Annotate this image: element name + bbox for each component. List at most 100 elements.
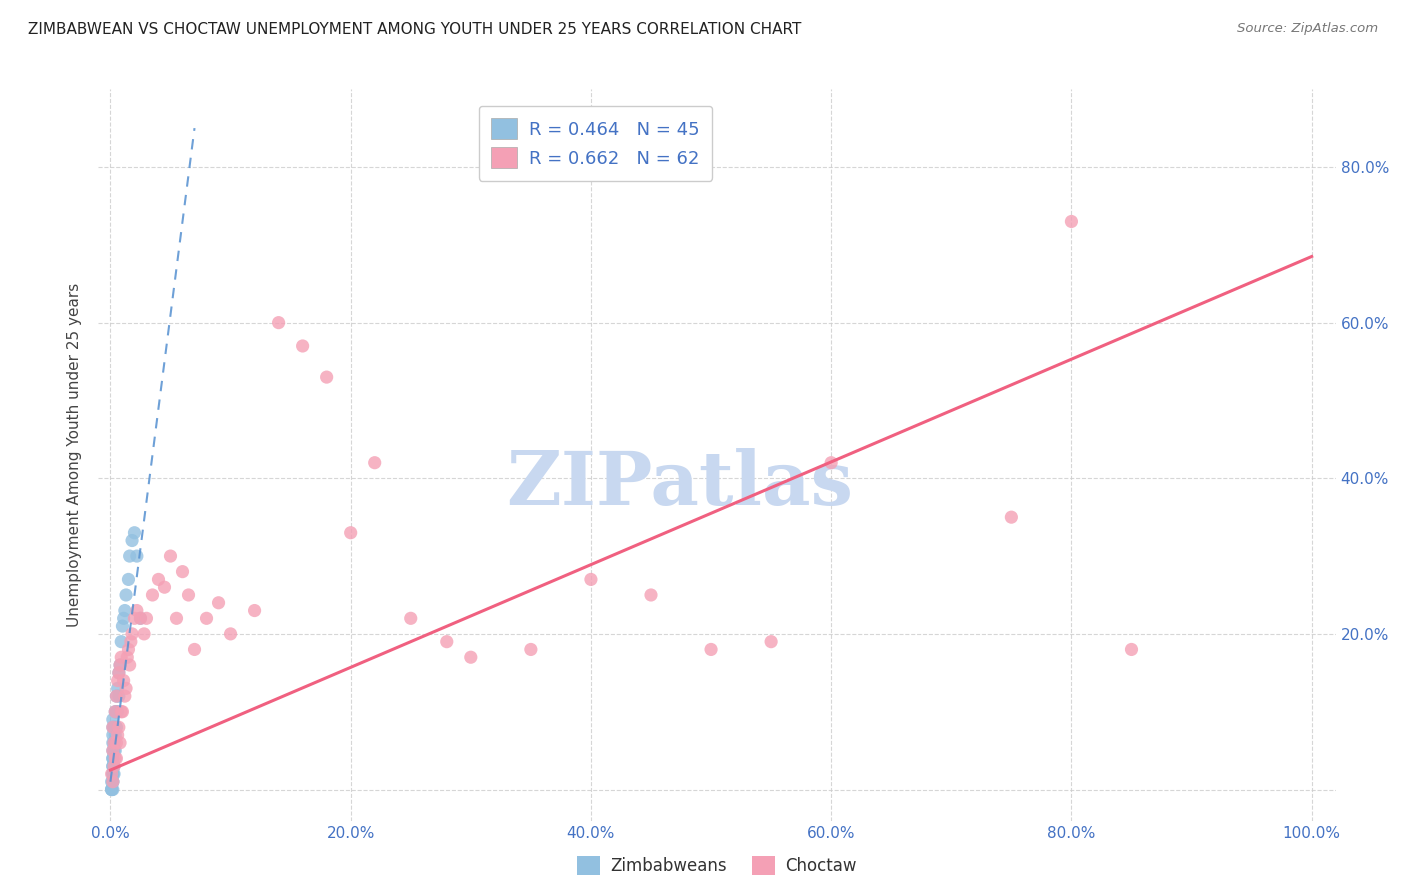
Point [104,743,127,757]
Point [115,588,138,602]
Point [129,611,152,625]
Point [101,743,124,757]
Point [108,736,131,750]
Point [399,611,422,625]
Point [108,658,131,673]
Point [364,456,387,470]
Point [120,634,142,648]
Point [121,627,143,641]
Point [135,611,157,625]
Point [1121,642,1143,657]
Point [520,642,543,657]
Point [107,728,129,742]
Point [195,611,218,625]
Point [107,673,129,688]
Point [125,549,148,563]
Point [121,533,143,548]
Point [115,681,138,696]
Point [166,611,188,625]
Point [108,665,131,680]
Point [112,673,135,688]
Point [108,689,131,703]
Point [117,573,139,587]
Point [100,782,122,797]
Point [110,634,132,648]
Point [132,627,155,641]
Point [110,650,132,665]
Point [129,611,152,625]
Point [460,650,482,665]
Point [125,603,148,617]
Point [101,782,124,797]
Point [101,774,124,789]
Point [103,720,125,734]
Point [291,339,314,353]
Point [101,720,124,734]
Point [103,767,125,781]
Point [219,627,242,641]
Point [105,689,128,703]
Point [105,689,128,703]
Point [118,658,141,673]
Point [315,370,337,384]
Point [124,525,146,540]
Point [107,681,129,696]
Point [1000,510,1022,524]
Text: ZIMBABWEAN VS CHOCTAW UNEMPLOYMENT AMONG YOUTH UNDER 25 YEARS CORRELATION CHART: ZIMBABWEAN VS CHOCTAW UNEMPLOYMENT AMONG… [28,22,801,37]
Point [104,705,127,719]
Point [108,658,131,673]
Point [243,603,266,617]
Point [105,736,128,750]
Point [267,316,290,330]
Point [141,588,163,602]
Point [107,705,129,719]
Point [436,634,458,648]
Point [104,705,127,719]
Point [114,603,136,617]
Point [101,759,124,773]
Point [101,774,124,789]
Point [101,767,124,781]
Point [177,588,200,602]
Point [104,751,127,765]
Point [105,751,128,765]
Point [101,767,124,781]
Point [101,713,124,727]
Point [111,705,134,719]
Point [101,751,124,765]
Text: Source: ZipAtlas.com: Source: ZipAtlas.com [1237,22,1378,36]
Point [117,650,139,665]
Point [110,705,132,719]
Point [103,736,125,750]
Point [105,720,128,734]
Point [105,705,128,719]
Point [101,759,124,773]
Point [820,456,842,470]
Point [640,588,662,602]
Point [183,642,205,657]
Point [100,782,122,797]
Point [207,596,229,610]
Point [104,728,127,742]
Point [101,728,124,742]
Point [101,736,124,750]
Point [700,642,723,657]
Point [101,743,124,757]
Point [103,759,125,773]
Text: ZIPatlas: ZIPatlas [506,448,853,521]
Point [124,611,146,625]
Point [153,580,176,594]
Point [100,767,122,781]
Point [114,689,136,703]
Point [108,720,131,734]
Point [108,665,131,680]
Point [159,549,181,563]
Point [103,736,125,750]
Point [117,642,139,657]
Point [118,549,141,563]
Point [103,743,125,757]
Point [172,565,194,579]
Point [101,774,124,789]
Point [579,573,602,587]
Legend: Zimbabweans, Choctaw: Zimbabweans, Choctaw [571,849,863,882]
